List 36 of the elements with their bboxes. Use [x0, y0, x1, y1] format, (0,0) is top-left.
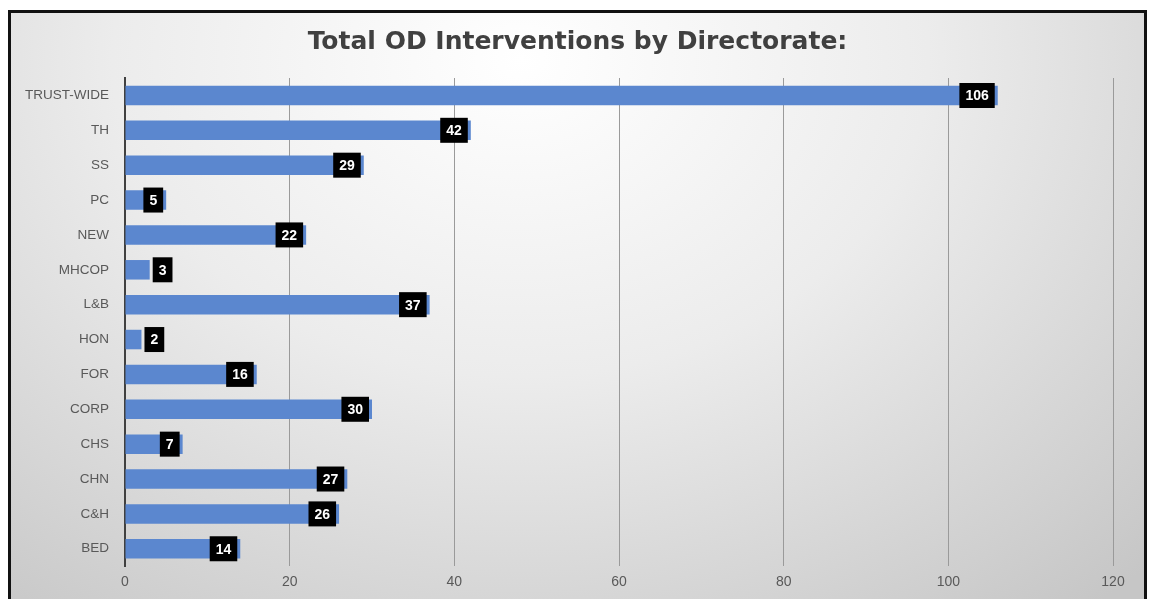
data-label: 16	[232, 366, 248, 383]
data-label: 2	[150, 331, 159, 348]
y-tick-label: SS	[90, 156, 109, 172]
data-label: 26	[314, 505, 331, 522]
x-tick-label: 0	[121, 573, 130, 590]
y-tick-label: CHN	[79, 470, 109, 486]
y-tick-label: CHS	[80, 435, 109, 451]
data-label: 42	[446, 122, 463, 139]
data-label: 29	[339, 157, 355, 174]
data-label: 27	[322, 470, 339, 487]
y-tick-label: CORP	[69, 401, 109, 416]
x-tick-label: 120	[1101, 573, 1125, 590]
data-label: 30	[347, 401, 364, 418]
data-label: 14	[215, 540, 232, 557]
data-label: 22	[281, 226, 298, 243]
y-tick-label: MHCOP	[58, 261, 109, 277]
x-tick-label: 100	[936, 573, 961, 590]
y-tick-label: C&H	[80, 505, 109, 521]
x-tick-label: 40	[446, 573, 463, 590]
y-tick-label: TH	[91, 122, 109, 138]
data-label: 3	[158, 261, 167, 278]
y-tick-label: FOR	[80, 366, 110, 382]
chart-title: Total OD Interventions by Directorate:	[307, 25, 848, 55]
data-label: 7	[165, 436, 174, 453]
y-tick-label: HON	[79, 331, 109, 347]
y-tick-label: PC	[90, 191, 110, 207]
y-tick-label: TRUST-WIDE	[25, 87, 109, 103]
data-label: 37	[405, 296, 421, 313]
y-tick-label: L&B	[83, 296, 109, 312]
y-tick-label: NEW	[77, 226, 110, 242]
data-label: 106	[965, 87, 989, 104]
data-label: 5	[149, 191, 158, 208]
x-tick-label: 20	[281, 573, 298, 590]
y-tick-label: BED	[81, 540, 110, 556]
x-tick-label: 60	[611, 573, 627, 590]
x-tick-label: 80	[775, 573, 792, 590]
